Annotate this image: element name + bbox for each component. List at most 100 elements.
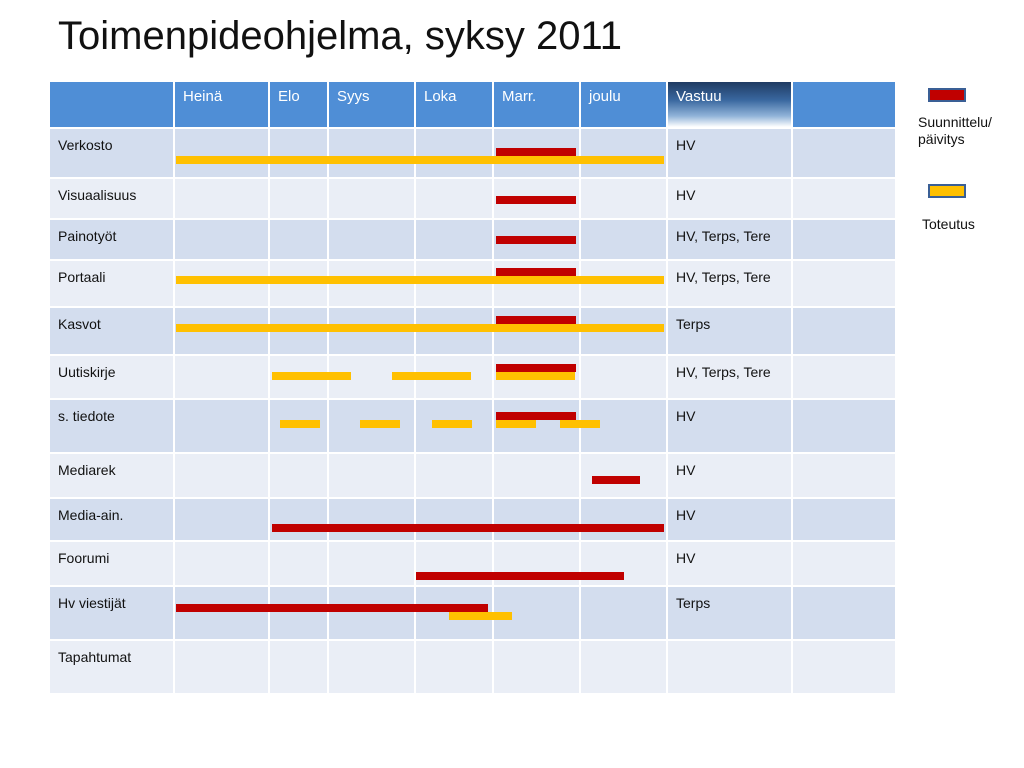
month-cell <box>414 218 494 261</box>
table-row: Hv viestijät Terps <box>48 585 897 641</box>
month-cell <box>268 497 329 542</box>
responsible-cell: HV <box>666 177 793 220</box>
month-cell <box>327 585 416 641</box>
table-row: Uutiskirje HV, Terps, Tere <box>48 354 897 400</box>
month-cell <box>173 585 270 641</box>
responsible-cell: HV <box>666 540 793 587</box>
header-cell-syys: Syys <box>327 80 416 129</box>
extra-cell <box>791 259 897 308</box>
month-cell <box>173 306 270 356</box>
planning-legend-swatch <box>928 88 966 102</box>
month-cell <box>268 585 329 641</box>
task-cell: Mediarek <box>48 452 175 499</box>
header-cell-vastuu: Vastuu <box>666 80 793 129</box>
extra-cell <box>791 497 897 542</box>
month-cell <box>173 177 270 220</box>
month-cell <box>327 177 416 220</box>
month-cell <box>173 218 270 261</box>
extra-cell <box>791 354 897 400</box>
table-row: Tapahtumat <box>48 639 897 695</box>
month-cell <box>414 497 494 542</box>
month-cell <box>492 452 581 499</box>
header-cell-loka: Loka <box>414 80 494 129</box>
month-cell <box>327 306 416 356</box>
month-cell <box>173 259 270 308</box>
task-cell: Media-ain. <box>48 497 175 542</box>
month-cell <box>327 218 416 261</box>
planning-legend-label: Suunnittelu/ päivitys <box>918 114 992 147</box>
header-cell-elo: Elo <box>268 80 329 129</box>
table-row: Visuaalisuus HV <box>48 177 897 220</box>
month-cell <box>579 177 668 220</box>
responsible-cell: HV <box>666 497 793 542</box>
extra-cell <box>791 218 897 261</box>
month-cell <box>492 177 581 220</box>
month-cell <box>414 127 494 179</box>
task-cell: Painotyöt <box>48 218 175 261</box>
month-cell <box>492 218 581 261</box>
table-row: Mediarek HV <box>48 452 897 499</box>
month-cell <box>579 585 668 641</box>
implementation-legend-label: Toteutus <box>922 216 975 232</box>
month-cell <box>414 639 494 695</box>
task-cell: Kasvot <box>48 306 175 356</box>
extra-cell <box>791 306 897 356</box>
month-cell <box>414 585 494 641</box>
extra-cell <box>791 540 897 587</box>
task-cell: Visuaalisuus <box>48 177 175 220</box>
table-row: Kasvot Terps <box>48 306 897 356</box>
month-cell <box>492 259 581 308</box>
month-cell <box>579 306 668 356</box>
month-cell <box>579 639 668 695</box>
month-cell <box>492 127 581 179</box>
header-row: Heinä Elo Syys Loka Marr. joulu Vastuu <box>48 80 897 129</box>
month-cell <box>579 452 668 499</box>
table-row: Portaali HV, Terps, Tere <box>48 259 897 308</box>
task-cell: Hv viestijät <box>48 585 175 641</box>
month-cell <box>268 398 329 454</box>
responsible-cell: HV, Terps, Tere <box>666 354 793 400</box>
month-cell <box>414 306 494 356</box>
implementation-legend-swatch <box>928 184 966 198</box>
month-cell <box>414 398 494 454</box>
month-cell <box>268 306 329 356</box>
month-cell <box>579 398 668 454</box>
month-cell <box>268 127 329 179</box>
task-cell: Foorumi <box>48 540 175 587</box>
responsible-cell: HV, Terps, Tere <box>666 259 793 308</box>
month-cell <box>579 259 668 308</box>
responsible-cell: Terps <box>666 585 793 641</box>
table-row: Verkosto HV <box>48 127 897 179</box>
month-cell <box>327 639 416 695</box>
month-cell <box>492 540 581 587</box>
month-cell <box>414 540 494 587</box>
month-cell <box>327 259 416 308</box>
extra-cell <box>791 177 897 220</box>
responsible-cell: Terps <box>666 306 793 356</box>
task-cell: Portaali <box>48 259 175 308</box>
table-row: Painotyöt HV, Terps, Tere <box>48 218 897 261</box>
month-cell <box>492 585 581 641</box>
month-cell <box>579 127 668 179</box>
month-cell <box>492 497 581 542</box>
month-cell <box>492 639 581 695</box>
month-cell <box>327 127 416 179</box>
task-cell: s. tiedote <box>48 398 175 454</box>
month-cell <box>268 354 329 400</box>
month-cell <box>173 497 270 542</box>
responsible-cell: HV, Terps, Tere <box>666 218 793 261</box>
extra-cell <box>791 452 897 499</box>
month-cell <box>327 398 416 454</box>
month-cell <box>579 540 668 587</box>
month-cell <box>268 540 329 587</box>
month-cell <box>492 398 581 454</box>
month-cell <box>414 452 494 499</box>
header-cell-marr: Marr. <box>492 80 581 129</box>
month-cell <box>327 452 416 499</box>
month-cell <box>414 177 494 220</box>
month-cell <box>492 306 581 356</box>
table-row: s. tiedote HV <box>48 398 897 454</box>
schedule-table-wrap: Heinä Elo Syys Loka Marr. joulu Vastuu V… <box>48 80 897 695</box>
extra-cell <box>791 398 897 454</box>
month-cell <box>268 177 329 220</box>
